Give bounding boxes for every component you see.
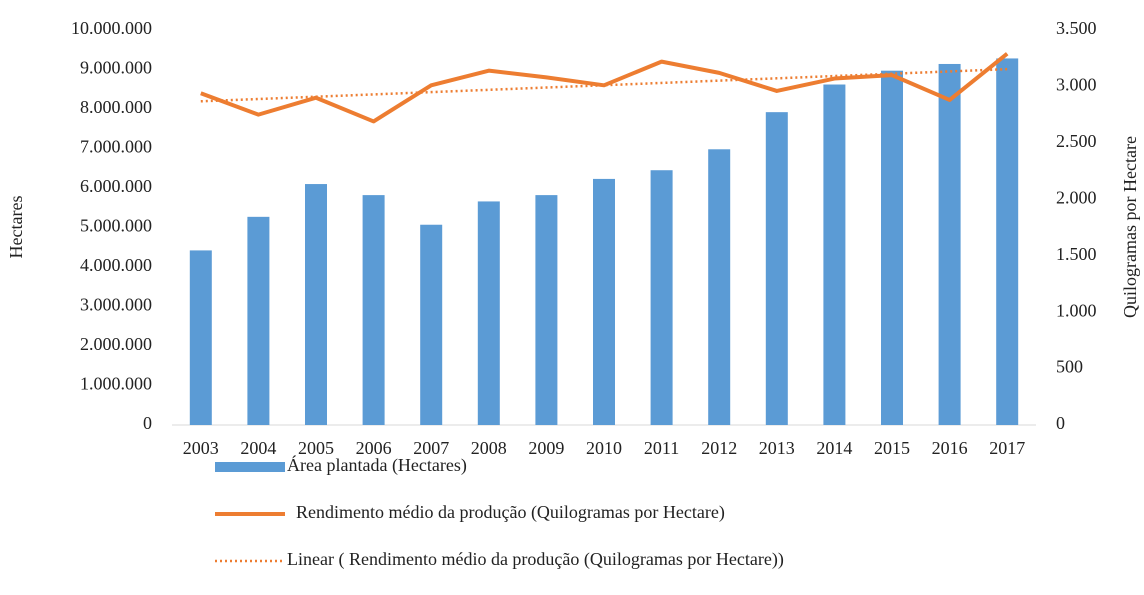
bar	[881, 70, 903, 425]
y-tick-label: 0	[143, 413, 152, 433]
bar	[650, 170, 673, 425]
y2-tick-label: 1.000	[1056, 300, 1097, 320]
y-tick-label: 8.000.000	[80, 97, 152, 117]
y-tick-label: 10.000.000	[71, 18, 152, 38]
y2-tick-label: 0	[1056, 413, 1065, 433]
bar	[477, 201, 500, 425]
x-tick-label: 2013	[759, 438, 795, 458]
y-tick-label: 5.000.000	[80, 216, 152, 236]
legend-swatch	[215, 462, 285, 472]
bar	[362, 195, 385, 425]
bar	[189, 250, 212, 425]
y-tick-label: 7.000.000	[80, 137, 152, 157]
x-tick-label: 2003	[183, 438, 219, 458]
y-tick-label: 6.000.000	[80, 176, 152, 196]
x-tick-label: 2010	[586, 438, 622, 458]
x-tick-label: 2012	[701, 438, 737, 458]
bar	[420, 224, 443, 425]
legend-label: Linear ( Rendimento médio da produção (Q…	[287, 549, 784, 570]
x-tick-label: 2007	[413, 438, 449, 458]
x-tick-label: 2015	[874, 438, 910, 458]
y2-tick-label: 2.500	[1056, 131, 1097, 151]
y-axis-label: Hectares	[6, 196, 26, 259]
x-tick-label: 2011	[644, 438, 679, 458]
x-tick-label: 2009	[528, 438, 564, 458]
x-tick-label: 2017	[989, 438, 1025, 458]
y-tick-label: 2.000.000	[80, 334, 152, 354]
bar	[938, 63, 961, 425]
bar	[305, 184, 327, 425]
legend-label: Área plantada (Hectares)	[287, 454, 467, 476]
y2-axis-label: Quilogramas por Hectare	[1120, 136, 1140, 318]
bar	[535, 195, 558, 425]
x-tick-label: 2006	[356, 438, 392, 458]
y2-tick-label: 3.000	[1056, 75, 1097, 95]
y-tick-label: 9.000.000	[80, 58, 152, 78]
x-tick-label: 2014	[816, 438, 852, 458]
bar	[247, 216, 270, 425]
line	[200, 52, 1009, 124]
x-tick-label: 2008	[471, 438, 507, 458]
x-tick-label: 2005	[298, 438, 334, 458]
y2-tick-label: 3.500	[1056, 18, 1097, 38]
y-tick-label: 4.000.000	[80, 255, 152, 275]
x-tick-label: 2016	[932, 438, 968, 458]
x-tick-label: 2004	[240, 438, 276, 458]
y2-tick-label: 500	[1056, 357, 1083, 377]
bar	[996, 58, 1019, 425]
y2-tick-label: 1.500	[1056, 244, 1097, 264]
y-tick-label: 3.000.000	[80, 295, 152, 315]
y-tick-label: 1.000.000	[80, 374, 152, 394]
bar	[708, 149, 731, 426]
bar	[823, 84, 846, 425]
bar	[593, 178, 615, 425]
bar	[765, 112, 788, 425]
legend-label: Rendimento médio da produção (Quilograma…	[296, 502, 725, 523]
y2-tick-label: 2.000	[1056, 187, 1097, 207]
